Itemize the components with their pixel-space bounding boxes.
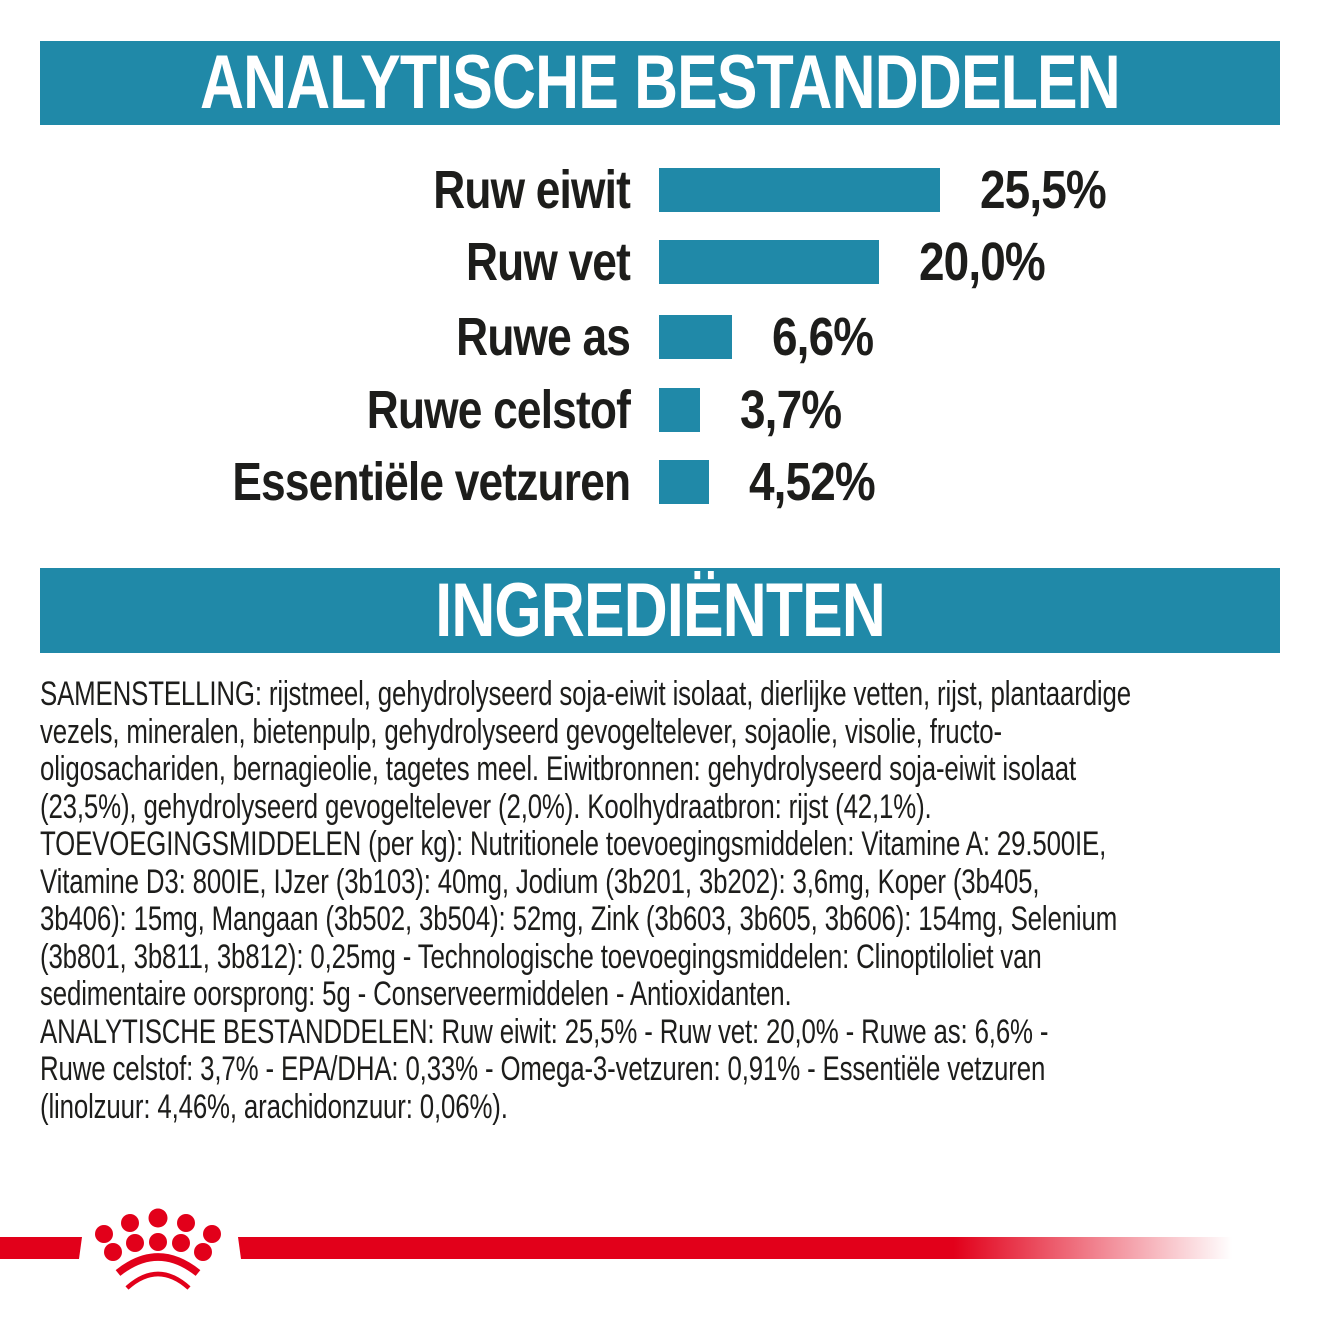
- ingredients-title: INGREDIËNTEN: [435, 567, 886, 653]
- analytical-components-title: ANALYTISCHE BESTANDDELEN: [200, 40, 1121, 125]
- ingredients-header: INGREDIËNTEN: [40, 568, 1280, 653]
- brand-stripe-left: [0, 1237, 82, 1259]
- bar-essenti-le-vetzuren: [659, 460, 709, 504]
- bar-label-essenti-le-vetzuren: Essentiële vetzuren: [232, 452, 631, 512]
- bar-value-ruwe-celstof: 3,7%: [739, 380, 842, 440]
- bar-value-ruw-eiwit: 25,5%: [979, 160, 1107, 220]
- bar-ruw-vet: [659, 240, 879, 284]
- bar-value-ruw-vet: 20,0%: [919, 232, 1046, 292]
- bar-label-ruw-vet: Ruw vet: [465, 232, 631, 292]
- bar-ruwe-celstof: [659, 388, 700, 432]
- bar-label-ruwe-as: Ruwe as: [456, 307, 631, 367]
- analytical-components-header: ANALYTISCHE BESTANDDELEN: [40, 41, 1280, 125]
- royal-canin-crown-icon: [95, 1208, 221, 1290]
- bar-value-essenti-le-vetzuren: 4,52%: [748, 452, 876, 512]
- bar-value-ruwe-as: 6,6%: [771, 307, 874, 367]
- bar-label-ruwe-celstof: Ruwe celstof: [366, 380, 631, 440]
- bar-label-ruw-eiwit: Ruw eiwit: [433, 160, 631, 220]
- bar-ruwe-as: [659, 315, 732, 359]
- ingredients-composition-text: SAMENSTELLING: rijstmeel, gehydrolyseerd…: [40, 675, 1131, 1126]
- bar-ruw-eiwit: [659, 168, 940, 212]
- brand-stripe-right: [238, 1237, 1232, 1259]
